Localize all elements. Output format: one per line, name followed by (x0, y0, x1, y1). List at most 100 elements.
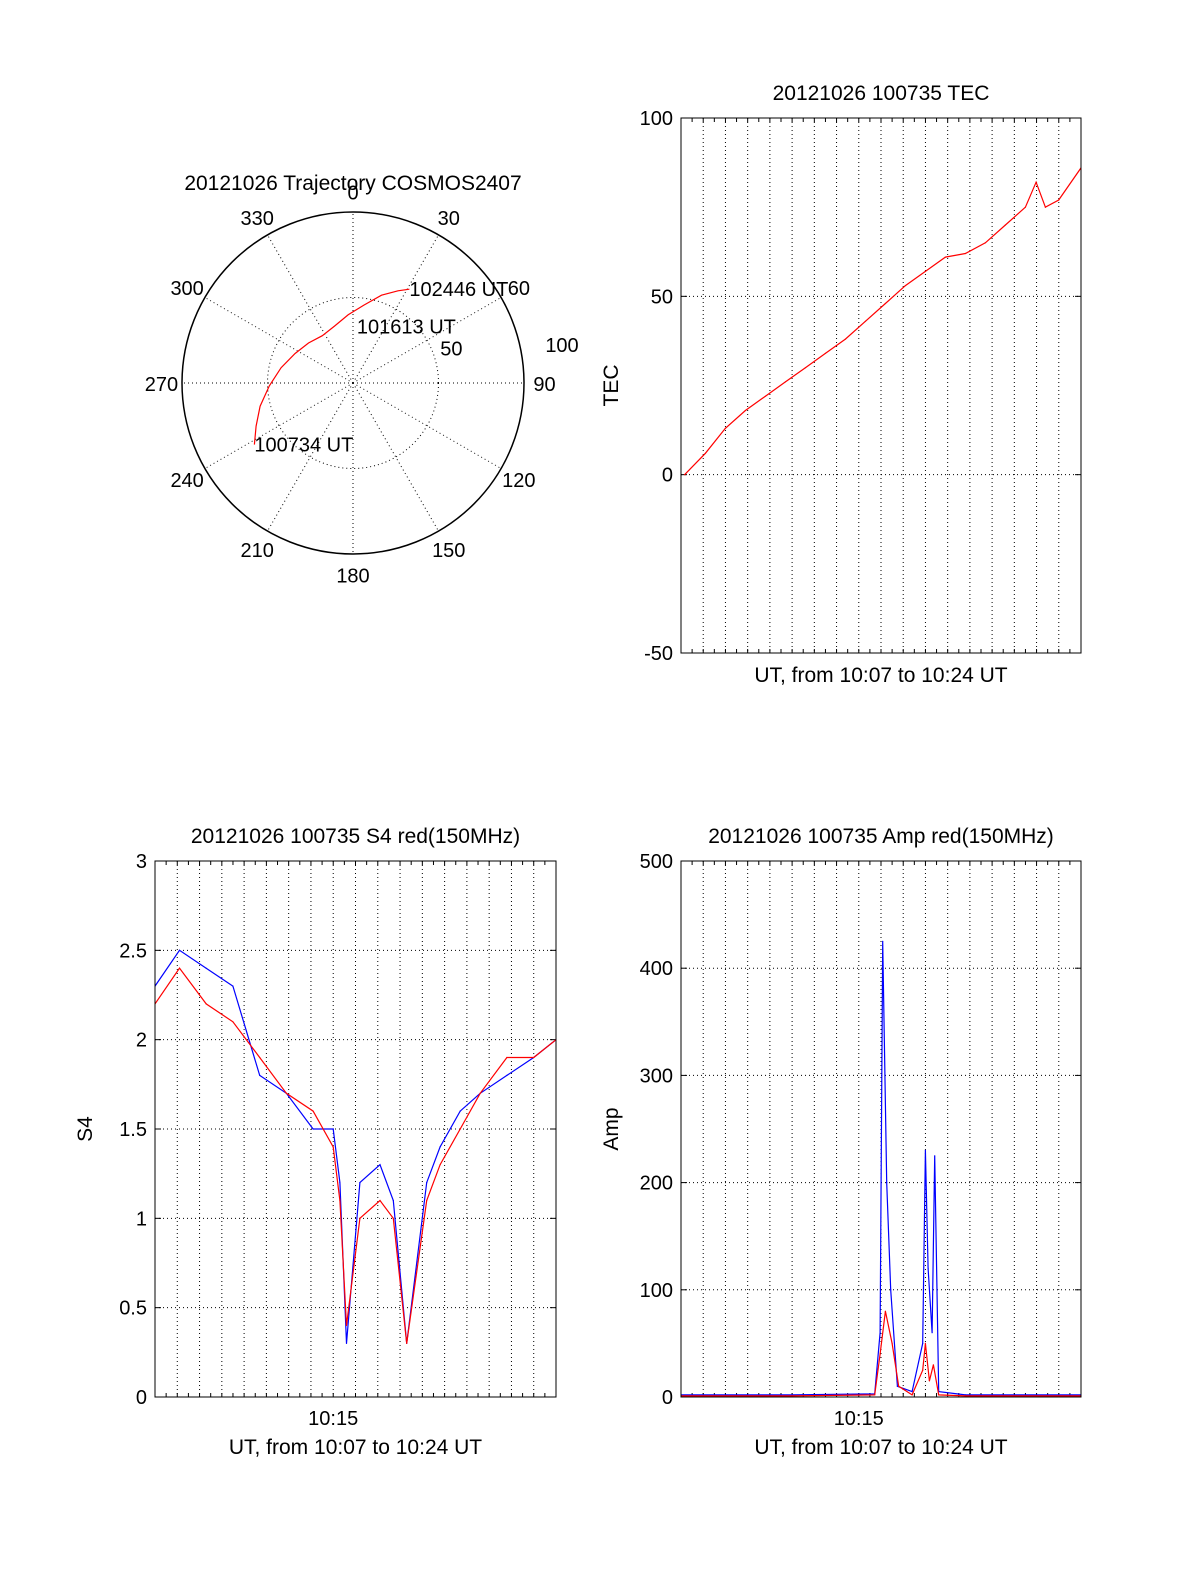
s4-data-point (178, 949, 181, 951)
amp-data-point (911, 1394, 913, 1396)
y-tick-label: 100 (640, 108, 673, 130)
amp-data-point (927, 1267, 929, 1269)
plot-frame (680, 860, 1082, 1398)
y-tick-label: 0 (662, 465, 673, 487)
polar-spoke (352, 234, 439, 384)
s4-data-point (312, 1110, 314, 1112)
polar-grid-circle (267, 297, 439, 469)
s4-data-point (285, 1092, 287, 1094)
amp-data-point (890, 1289, 892, 1291)
y-tick-label: 500 (640, 851, 673, 873)
polar-azimuth-label: 300 (170, 278, 203, 300)
s4-data-point (426, 1199, 428, 1202)
y-tick-label: 50 (651, 286, 673, 308)
s4-data-point (259, 1074, 261, 1076)
y-axis-label: S4 (74, 1116, 97, 1142)
s4-data-point (178, 967, 181, 969)
amp-data-point (879, 1332, 881, 1334)
y-axis-label: TEC (600, 365, 623, 407)
chart-title: 20121026 100735 TEC (773, 82, 990, 105)
s4-data-point (339, 1199, 341, 1202)
amp-data-point (911, 1391, 913, 1393)
amp-data-point (879, 1353, 881, 1355)
trajectory-annotation: 101613 UT (357, 317, 456, 339)
s4-data-point (379, 1199, 381, 1202)
polar-azimuth-label: 60 (508, 278, 530, 300)
plot-frame (680, 117, 1082, 654)
tec-data-point (784, 381, 787, 383)
x-axis-label: UT, from 10:07 to 10:24 UT (229, 1436, 482, 1459)
trajectory-annotation: 102446 UT (409, 279, 508, 301)
s4-data-point (312, 1128, 314, 1130)
tec-data-point (904, 285, 907, 287)
polar-spoke (352, 382, 439, 532)
x-tick-label: 10:15 (834, 1408, 884, 1430)
amp-data-point (891, 1342, 893, 1344)
polar-spoke (352, 382, 502, 469)
polar-azimuth-label: 90 (533, 374, 555, 396)
amp-data-point (791, 1395, 793, 1397)
polar-outer-circle (181, 211, 525, 555)
amp-data-point (791, 1394, 793, 1396)
polar-spoke (267, 382, 354, 532)
amp-data-point (898, 1385, 900, 1387)
amp-data-point (874, 1394, 876, 1396)
polar-spoke (204, 297, 354, 384)
polar-spoke (352, 297, 502, 384)
polar-radial-label: 100 (545, 335, 578, 357)
s4-data-point (459, 1128, 461, 1130)
s4-data-point (332, 1128, 334, 1130)
polar-azimuth-label: 330 (241, 208, 274, 230)
tec-data-point (684, 474, 686, 476)
amp-data-point (932, 1364, 935, 1366)
y-tick-label: 2 (136, 1030, 147, 1052)
amp-data-point (928, 1380, 931, 1382)
s4-data-point (205, 1003, 207, 1005)
s4-data-point (533, 1056, 535, 1059)
tec-data-point (824, 352, 827, 354)
polar-title: 20121026 Trajectory COSMOS2407 (184, 172, 521, 195)
x-axis-label: UT, from 10:07 to 10:24 UT (754, 1436, 1007, 1459)
s4-data-point (332, 1146, 334, 1148)
amp-data-point (922, 1369, 924, 1371)
polar-radial-label: 50 (440, 338, 462, 360)
s4-data-point (506, 1074, 508, 1076)
chart-title: 20121026 100735 S4 red(150MHz) (191, 825, 520, 848)
y-tick-label: 2.5 (119, 940, 147, 962)
s4-data-point (459, 1110, 461, 1112)
tec-series-red (684, 167, 1081, 476)
tec-data-point (1024, 206, 1026, 208)
polar-azimuth-label: 240 (170, 470, 203, 492)
s4-data-point (205, 967, 207, 969)
amp-data-point (882, 940, 884, 943)
s4-data-point (439, 1146, 441, 1148)
x-axis-label: UT, from 10:07 to 10:24 UT (754, 664, 1007, 687)
amp-data-point (896, 1385, 899, 1387)
polar-azimuth-label: 180 (336, 566, 369, 588)
s4-data-point (359, 1182, 361, 1184)
amp-data-point (964, 1395, 967, 1397)
s4-data-point (479, 1092, 481, 1094)
s4-data-point (392, 1217, 394, 1219)
amp-data-point (922, 1342, 924, 1344)
amp-data-point (884, 1310, 887, 1312)
y-tick-label: 1.5 (119, 1119, 147, 1141)
y-tick-label: 3 (136, 851, 147, 873)
s4-data-point (345, 1342, 348, 1344)
chart-title: 20121026 100735 Amp red(150MHz) (708, 825, 1054, 848)
amp-data-point (931, 1332, 933, 1334)
s4-data-point (232, 1021, 234, 1023)
y-tick-label: 400 (640, 958, 673, 980)
polar-azimuth-label: 120 (502, 470, 535, 492)
s4-data-point (339, 1182, 341, 1184)
y-tick-label: 0 (136, 1387, 147, 1409)
amp-data-point (886, 1182, 888, 1184)
y-tick-label: 0 (662, 1387, 673, 1409)
tec-data-point (924, 270, 927, 272)
y-tick-label: 0.5 (119, 1298, 147, 1320)
tec-data-point (864, 320, 867, 322)
s4-data-point (345, 1324, 348, 1327)
tec-data-point (704, 452, 707, 454)
amp-data-point (924, 1149, 927, 1151)
